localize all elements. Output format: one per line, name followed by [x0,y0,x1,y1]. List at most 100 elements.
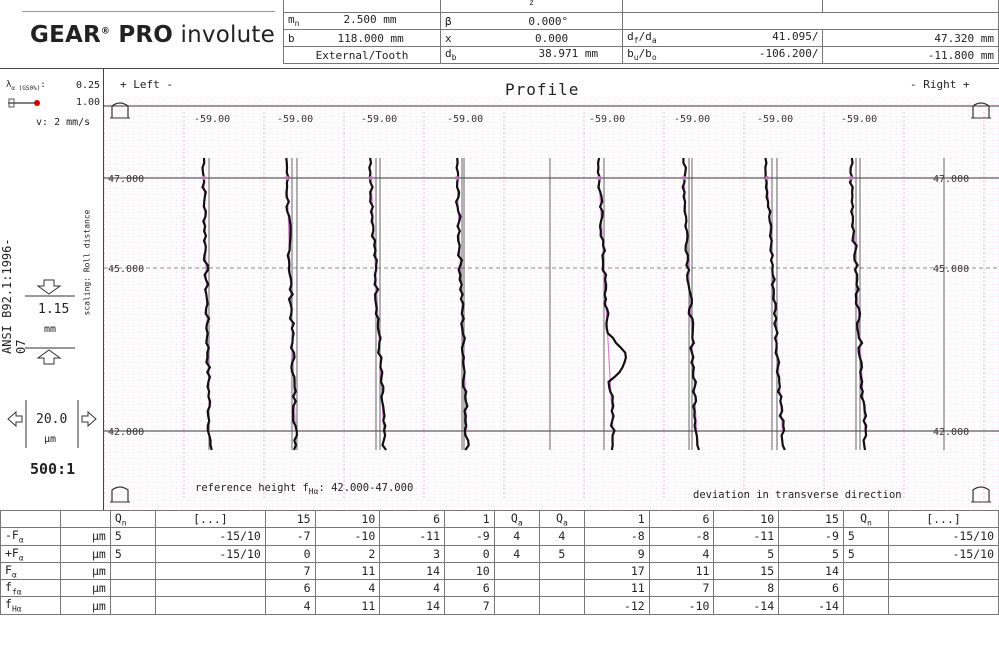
results-cell: -15/10 [154,527,266,546]
y-tick-label-right: 47.000 [933,174,969,185]
results-cell: Fα [0,561,62,581]
trace-marker [202,176,206,180]
trace-marker [455,176,459,180]
results-cell [888,561,999,581]
y-tick-label-left: 42.000 [108,427,144,438]
gear-parameters-table: z mn 2.500 mm β 0.000° b 118.000 mm x 0.000 … [282,0,999,64]
y-scale-indicator [7,400,97,448]
trace-marker [849,176,853,180]
tooth-reference-line [370,177,385,432]
chart-title: Profile [505,80,580,99]
results-cell: 11 [583,579,650,598]
results-cell: 14 [379,561,446,581]
results-cell: -7 [264,527,316,546]
results-header-cell: 6 [379,509,446,529]
results-cell: 4 [264,596,316,615]
param-da-value: 47.320 mm [822,29,999,47]
results-cell [109,579,156,598]
header-bottom-border [0,68,999,69]
results-cell: 0 [444,544,495,563]
tooth-measured-trace [368,157,387,451]
results-cell: 4 [538,527,585,546]
results-cell: 14 [778,561,844,581]
param-beta-value: 0.000° [528,14,569,28]
results-cell: ffα [0,579,62,598]
results-cell: -11 [379,527,446,546]
results-header-cell: Qa [493,509,540,529]
left-panel-divider [103,69,104,510]
results-cell [493,579,540,598]
probe-icon [8,98,40,108]
results-cell: -Fα [0,527,62,546]
tooth-measured-trace [454,157,470,451]
left-flank-label: + Left - [120,78,173,91]
results-row: Fα µm 7 11 14 10 17 11 15 14 [0,561,999,581]
tooth-top-label: -59.00 [194,114,230,125]
param-b-value: 118.000 mm [337,31,404,45]
speed-row: v: 2 mm/s [36,117,90,128]
speed-label: v: [36,117,49,128]
results-cell: 14 [379,596,446,615]
param-x-value: 0.000 [534,31,569,45]
results-header-cell: Qa [538,509,585,529]
results-cell [842,561,890,581]
results-cell: µm [60,561,111,581]
right-flank-label: - Right + [910,78,970,91]
brand-logo: GEAR® PRO involute [30,22,275,48]
brand-main-text: GEAR [30,22,101,48]
results-cell: 9 [583,544,650,563]
lambda-row: λα (GS0%): [6,80,46,92]
tooth-measured-trace [764,157,786,451]
tooth-top-label: -59.00 [674,114,710,125]
x-scale-value: 1.15 [38,302,70,317]
param-b-label: b [288,31,295,45]
param-db-label: d [445,47,452,61]
results-cell: 17 [583,561,650,581]
results-cell: 5 [109,544,156,563]
results-cell: 8 [713,579,780,598]
results-cell [493,596,540,615]
results-cell: 7 [444,596,495,615]
results-cell: 5 [713,544,780,563]
results-header-cell: 1 [444,509,495,529]
param-row-external: External/Tooth db 38.971 mm bu/bo -106.200… [282,46,999,64]
param-mn-value: 2.500 mm [343,13,397,27]
results-header-cell: 15 [264,509,316,529]
results-cell: 11 [314,596,381,615]
param-row-width: b 118.000 mm x 0.000 df/da 41.095/ 47.320 m… [282,29,999,47]
y-scale-value: 20.0 [36,412,68,427]
results-cell: -15/10 [888,527,999,546]
results-cell: -8 [583,527,650,546]
results-row: -Fα µm 5 -15/10 -7 -10 -11 -9 4 4 -8 -8 -11 -9 5 -15/10 [0,527,999,546]
results-cell: 11 [314,561,381,581]
results-cell [154,561,266,581]
results-cell: 4 [493,544,540,563]
scaling-label: scaling: Roll distance [82,209,92,316]
tooth-top-label: -59.00 [841,114,877,125]
results-cell: µm [60,579,111,598]
results-cell: -14 [713,596,780,615]
results-cell: 7 [648,579,715,598]
results-cell: -15/10 [154,544,266,563]
brand-pro-text: PRO [110,22,174,48]
lambda-value: 0.25 [76,80,101,91]
param-beta-label: β [445,14,452,28]
results-cell: -9 [444,527,495,546]
param-mn-label: m [288,13,295,27]
x-scale-indicator [25,279,75,365]
results-row: ffα µm 6 4 4 6 11 7 8 6 [0,579,999,598]
results-header-cell [0,509,62,529]
deviation-direction-note: deviation in transverse direction [693,489,902,501]
results-cell [842,596,890,615]
probe-top-right-icon [972,102,990,118]
tooth-top-label: -59.00 [361,114,397,125]
tooth-top-label: -59.00 [589,114,625,125]
results-cell: 2 [314,544,381,563]
results-cell: 15 [713,561,780,581]
results-cell [842,579,890,598]
profile-chart: 47.000 47.000 45.000 45.000 42.000 42.000 -59.… [104,98,999,510]
results-header-cell: 1 [583,509,650,529]
y-tick-label-right: 42.000 [933,427,969,438]
results-cell: 5 [109,527,156,546]
results-cell: 7 [264,561,316,581]
